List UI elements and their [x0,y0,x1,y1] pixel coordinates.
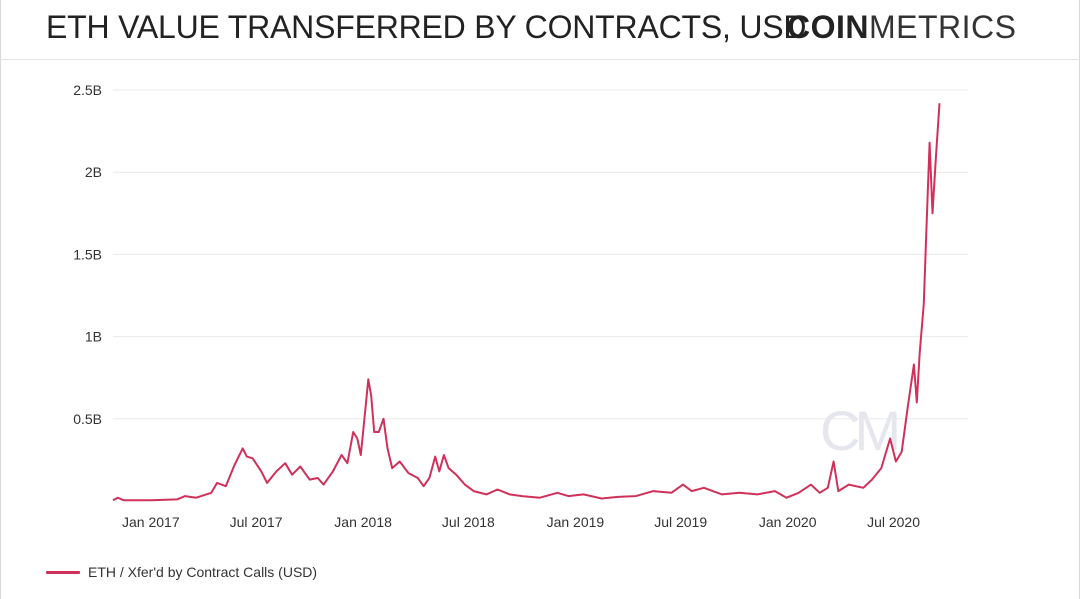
x-tick-label: Jul 2017 [230,514,283,530]
y-tick-label: 1.5B [73,246,102,262]
x-tick-label: Jul 2019 [654,514,707,530]
x-tick-label: Jan 2017 [122,514,180,530]
y-tick-label: 2.5B [73,82,102,98]
y-tick-label: 2B [85,164,102,180]
x-tick-label: Jul 2020 [867,514,920,530]
logo-text-bold: COIN [787,9,869,45]
page-title: ETH VALUE TRANSFERRED BY CONTRACTS, USD [46,9,807,45]
header-divider [0,59,1080,60]
logo-text-light: METRICS [869,9,1017,45]
x-tick-label: Jul 2018 [442,514,495,530]
x-tick-label: Jan 2019 [547,514,605,530]
series-line[interactable] [112,103,941,502]
y-tick-label: 1B [85,329,102,345]
x-tick-label: Jan 2020 [759,514,817,530]
y-tick-label: 0.5B [73,411,102,427]
chart-legend[interactable]: ETH / Xfer'd by Contract Calls (USD) [46,564,317,580]
coinmetrics-logo: COINMETRICS [787,9,1017,46]
x-tick-label: Jan 2018 [334,514,392,530]
legend-label: ETH / Xfer'd by Contract Calls (USD) [88,564,318,580]
legend-swatch [46,570,80,574]
cm-watermark-icon: CM [820,399,901,462]
